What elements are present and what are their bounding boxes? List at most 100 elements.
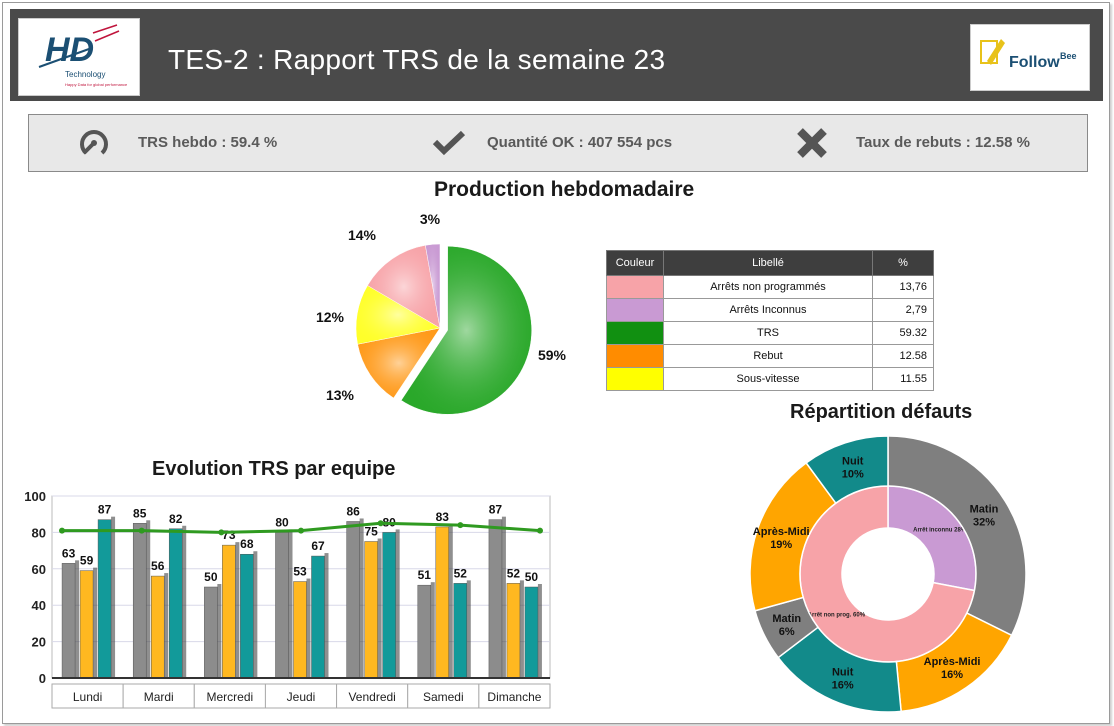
pie-slice-shine — [425, 244, 440, 328]
bar — [204, 586, 218, 679]
legend-color-swatch — [606, 321, 664, 345]
x-tick-label: Lundi — [73, 690, 102, 704]
bar-side — [466, 580, 471, 678]
bar-value-label: 53 — [293, 565, 307, 579]
bar-value-label: 86 — [346, 504, 360, 518]
pie-slice-label: 3% — [420, 211, 441, 227]
legend-row: TRS 59.32 — [606, 321, 934, 345]
x-category-cell — [336, 683, 409, 709]
bar-value-label: 73 — [222, 528, 236, 542]
y-tick-label: 100 — [24, 489, 46, 504]
y-tick-label: 40 — [32, 598, 46, 613]
legend-value: 12.58 — [872, 344, 934, 368]
sunburst-outer-percent: 32% — [973, 516, 995, 528]
x-tick-label: Samedi — [423, 690, 464, 704]
bar-side — [288, 529, 293, 678]
x-tick-label: Mardi — [144, 690, 174, 704]
hd-logo-subtitle: Technology — [65, 70, 105, 79]
trs-line-point — [537, 527, 543, 534]
pie-slice-label: 59% — [538, 347, 567, 363]
legend-value: 59.32 — [872, 321, 934, 345]
bar-value-label: 83 — [436, 510, 450, 524]
bar-side — [395, 529, 400, 678]
bar — [293, 581, 307, 679]
pie-slice-shine — [356, 285, 440, 345]
bar-side — [111, 516, 116, 678]
bar-side — [146, 520, 151, 678]
kpi-bar — [28, 114, 1088, 172]
bar — [311, 555, 325, 679]
sunburst-outer-percent: 10% — [842, 469, 864, 481]
bar-value-label: 82 — [169, 512, 183, 526]
pie-slice-shine — [401, 246, 532, 415]
bar — [382, 532, 396, 679]
bar — [222, 544, 236, 679]
follow-bee-name: Follow — [1009, 54, 1060, 71]
bar-value-label: 75 — [364, 525, 378, 539]
hd-technology-logo: HD Technology Happy Data for global perf… — [18, 18, 140, 96]
legend-label: Arrêts Inconnus — [663, 298, 873, 322]
sunburst-outer-percent: 16% — [832, 680, 854, 692]
y-tick-label: 20 — [32, 635, 46, 650]
bar-value-label: 63 — [62, 546, 76, 560]
bar-value-label: 52 — [507, 566, 521, 580]
bar-side — [164, 573, 169, 678]
bar — [417, 584, 432, 679]
sunburst-outer-segment — [887, 435, 1027, 637]
legend-value: 13,76 — [872, 275, 934, 299]
kpi-quantity: Quantité OK : 407 554 pcs — [487, 134, 673, 151]
bar-side — [253, 551, 258, 678]
legend-color-swatch — [606, 344, 664, 368]
legend-color-swatch — [606, 298, 664, 322]
bar-value-label: 50 — [525, 570, 539, 584]
follow-bee-logo: Follow Bee — [970, 24, 1090, 91]
bar-side — [182, 525, 187, 678]
bar-side — [93, 567, 98, 678]
bar-side — [430, 582, 435, 678]
bar-side — [217, 584, 222, 678]
bar — [364, 541, 378, 679]
legend-value: 2,79 — [872, 298, 934, 322]
legend-label: Sous-vitesse — [663, 367, 873, 391]
sunburst-inner-label: Arrêt non prog. 60% — [808, 613, 866, 619]
follow-bee-logo-icon: Follow Bee — [980, 39, 1077, 71]
hd-logo-tagline: Happy Data for global performance — [65, 82, 128, 87]
bar — [150, 575, 165, 679]
sunburst-outer-label: Après-Midi — [924, 656, 981, 668]
legend-label: Arrêts non programmés — [663, 275, 873, 299]
sunburst-outer-label: Après-Midi — [753, 526, 810, 538]
sunburst-inner-label: Arrêt inconnu 28% — [913, 527, 967, 533]
bar-value-label: 50 — [204, 570, 218, 584]
bar-side — [306, 578, 311, 678]
bar-value-label: 87 — [98, 503, 112, 517]
production-pie-chart: 59% 13% 12% 14% 3% — [316, 211, 567, 415]
legend-header-percent: % — [872, 250, 934, 276]
x-category-cell — [51, 683, 124, 709]
bar — [97, 519, 112, 679]
legend-label: Rebut — [663, 344, 873, 368]
legend-header-color: Couleur — [606, 250, 664, 276]
bar-side — [519, 580, 524, 678]
pie-slice-shine — [367, 245, 440, 328]
legend-color-swatch — [606, 275, 664, 299]
bar-value-label: 87 — [489, 503, 503, 517]
sunburst-outer-segment — [805, 435, 889, 505]
sunburst-outer-label: Matin — [772, 613, 801, 625]
bar-side — [448, 523, 453, 678]
legend-table: Couleur Libellé % Arrêts non programmés 1… — [606, 250, 934, 391]
x-tick-label: Mercredi — [207, 690, 254, 704]
gauge-icon — [80, 130, 108, 155]
bar — [275, 532, 289, 679]
trs-line-point — [457, 522, 464, 529]
trs-line-point — [138, 527, 145, 534]
bar-value-label: 68 — [240, 537, 254, 551]
bar — [168, 528, 183, 679]
bar-value-label: 52 — [454, 566, 468, 580]
bar-side — [377, 538, 382, 678]
checkmark-icon — [432, 130, 466, 156]
trs-line-point — [298, 527, 304, 534]
hd-logo-icon: HD Technology Happy Data for global perf… — [38, 24, 128, 87]
bar-side — [501, 516, 506, 678]
legend-row: Rebut 12.58 — [606, 344, 934, 368]
legend-label: TRS — [663, 321, 873, 345]
